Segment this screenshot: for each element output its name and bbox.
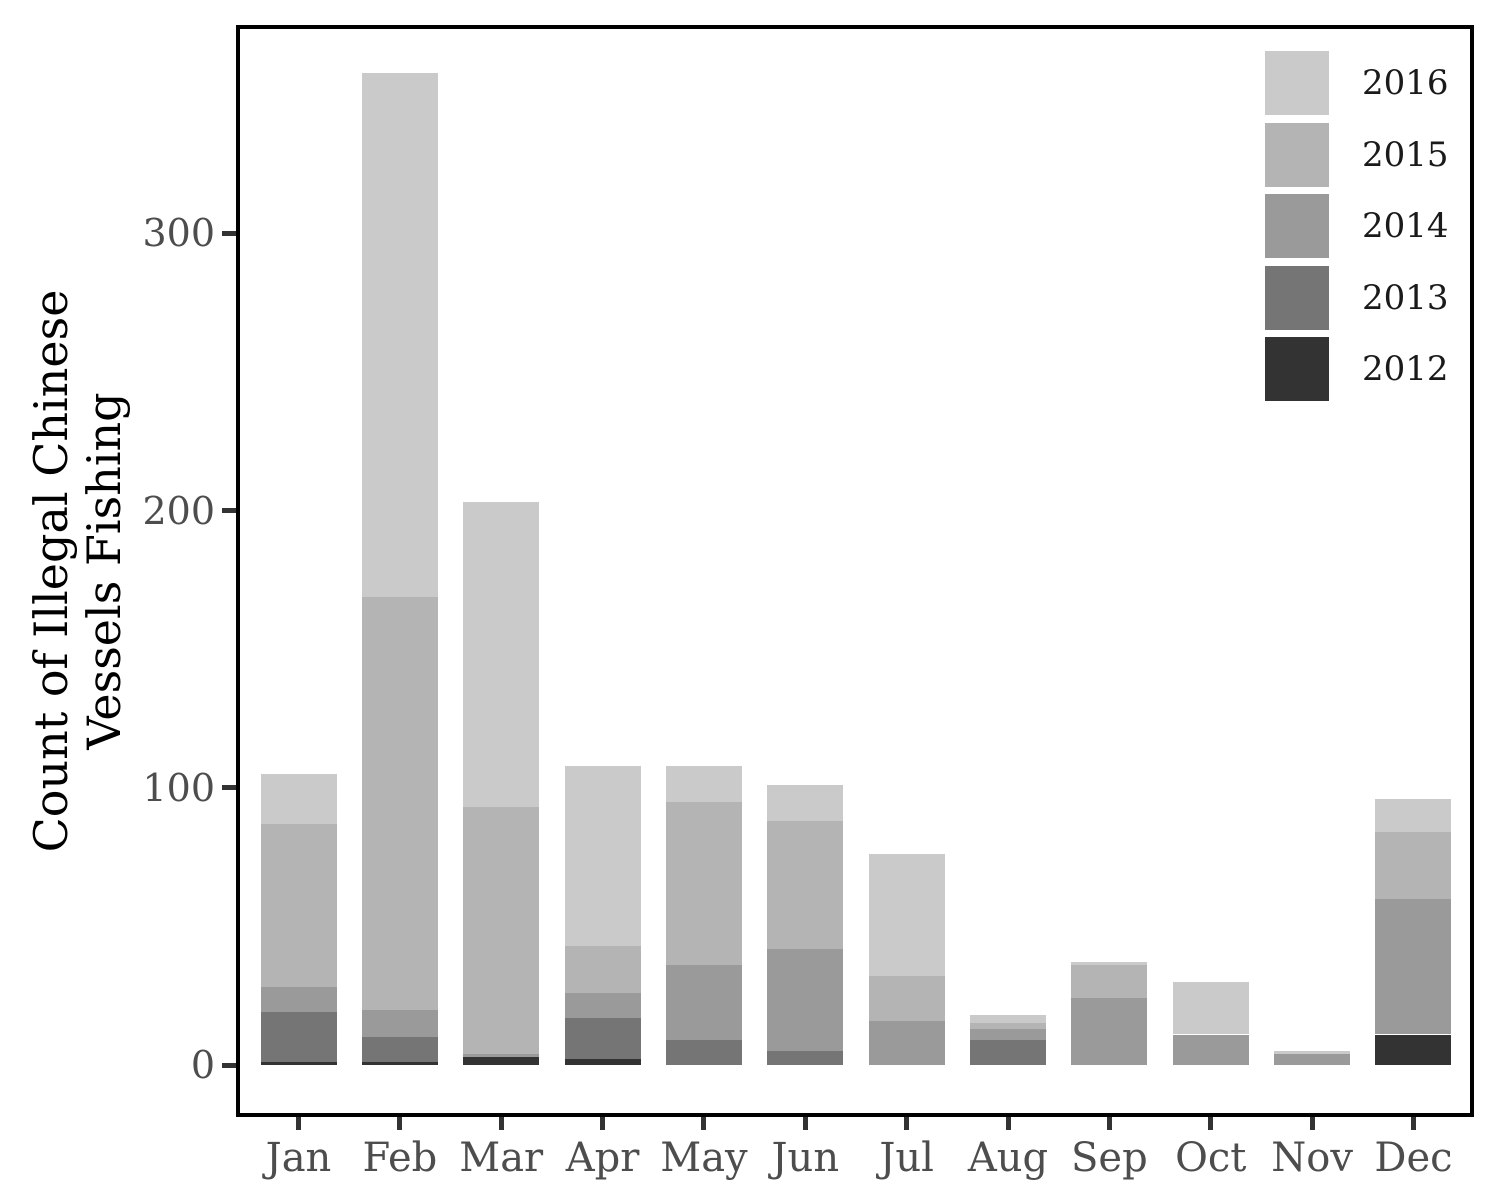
y-tick-mark — [222, 230, 236, 236]
bar-segment-jan-2014 — [260, 987, 337, 1013]
x-tick-label-jul: Jul — [879, 1135, 934, 1181]
x-tick-mark — [1309, 1117, 1315, 1130]
y-tick-mark — [222, 508, 236, 514]
bar-segment-aug-2015 — [970, 1023, 1047, 1029]
bar-segment-apr-2016 — [564, 765, 641, 946]
bar-segment-feb-2015 — [361, 596, 438, 1010]
bar-segment-mar-2014 — [463, 1053, 540, 1057]
bar-segment-jun-2014 — [767, 948, 844, 1052]
legend-swatch-2016 — [1265, 51, 1329, 115]
x-tick-mark — [701, 1117, 707, 1130]
bar-segment-jun-2016 — [767, 785, 844, 822]
bar-segment-oct-2016 — [1172, 981, 1249, 1035]
bar-segment-sep-2015 — [1071, 965, 1148, 999]
legend-label-2012: 2012 — [1362, 349, 1449, 390]
x-tick-label-nov: Nov — [1271, 1135, 1353, 1181]
bar-segment-dec-2014 — [1375, 898, 1452, 1035]
y-tick-label: 200 — [142, 488, 215, 533]
legend-label-2014: 2014 — [1362, 206, 1449, 247]
bar-segment-may-2015 — [665, 801, 742, 966]
bar-segment-dec-2012 — [1375, 1034, 1452, 1065]
bar-segment-feb-2013 — [361, 1037, 438, 1063]
plot-panel-border — [236, 25, 1474, 1117]
bar-segment-aug-2016 — [970, 1015, 1047, 1024]
y-tick-label: 100 — [142, 765, 215, 810]
bar-segment-aug-2014 — [970, 1028, 1047, 1041]
y-tick-label: 300 — [142, 211, 215, 256]
x-tick-label-jun: Jun — [771, 1135, 840, 1181]
x-tick-mark — [397, 1117, 403, 1130]
bar-segment-dec-2015 — [1375, 832, 1452, 899]
bar-segment-jul-2014 — [868, 1020, 945, 1065]
bar-segment-feb-2012 — [361, 1062, 438, 1065]
x-tick-label-aug: Aug — [967, 1135, 1049, 1181]
y-tick-mark — [222, 785, 236, 791]
x-tick-label-oct: Oct — [1175, 1135, 1247, 1181]
bar-segment-may-2014 — [665, 965, 742, 1041]
bar-segment-nov-2014 — [1274, 1053, 1351, 1065]
bar-segment-mar-2016 — [463, 502, 540, 808]
legend-swatch-2015 — [1265, 122, 1329, 187]
bar-segment-jul-2015 — [868, 976, 945, 1021]
bar-segment-jan-2015 — [260, 823, 337, 988]
bar-segment-jan-2012 — [260, 1062, 337, 1065]
bar-segment-nov-2016 — [1274, 1051, 1351, 1054]
bar-segment-mar-2012 — [463, 1056, 540, 1065]
bar-segment-oct-2014 — [1172, 1034, 1249, 1065]
x-tick-label-sep: Sep — [1071, 1135, 1148, 1181]
bar-segment-aug-2013 — [970, 1040, 1047, 1065]
legend-label-2015: 2015 — [1362, 134, 1449, 175]
bar-segment-apr-2015 — [564, 945, 641, 993]
x-tick-label-apr: Apr — [565, 1135, 640, 1181]
bar-segment-dec-2016 — [1375, 798, 1452, 833]
legend-swatch-2014 — [1265, 194, 1329, 259]
bar-segment-jun-2013 — [767, 1051, 844, 1065]
bar-segment-jun-2015 — [767, 821, 844, 949]
bar-segment-may-2016 — [665, 765, 742, 802]
x-tick-mark — [600, 1117, 606, 1130]
x-tick-label-feb: Feb — [362, 1135, 438, 1181]
legend-swatch-2012 — [1265, 337, 1329, 402]
x-tick-label-mar: Mar — [459, 1135, 544, 1181]
y-tick-label: 0 — [190, 1043, 215, 1087]
x-tick-mark — [802, 1117, 808, 1130]
bar-segment-apr-2013 — [564, 1017, 641, 1060]
bar-segment-feb-2014 — [361, 1009, 438, 1038]
bar-segment-sep-2016 — [1071, 962, 1148, 966]
x-tick-label-dec: Dec — [1374, 1135, 1453, 1181]
bar-segment-mar-2015 — [463, 807, 540, 1054]
bar-segment-jan-2013 — [260, 1012, 337, 1063]
x-tick-label-may: May — [660, 1135, 748, 1181]
bar-segment-apr-2012 — [564, 1059, 641, 1065]
y-tick-mark — [222, 1062, 236, 1068]
bar-segment-sep-2014 — [1071, 998, 1148, 1065]
x-tick-mark — [1410, 1117, 1416, 1130]
x-tick-label-jan: Jan — [265, 1135, 332, 1181]
x-tick-mark — [1208, 1117, 1214, 1130]
bar-segment-jan-2016 — [260, 773, 337, 824]
legend-label-2016: 2016 — [1362, 63, 1449, 103]
bar-segment-feb-2016 — [361, 72, 438, 597]
bar-segment-may-2013 — [665, 1040, 742, 1065]
x-tick-mark — [904, 1117, 910, 1130]
legend-swatch-2013 — [1265, 265, 1329, 330]
x-tick-mark — [1106, 1117, 1112, 1130]
legend-label-2013: 2013 — [1362, 277, 1449, 318]
x-tick-mark — [498, 1117, 504, 1130]
x-tick-mark — [296, 1117, 301, 1130]
bar-segment-jul-2016 — [868, 854, 945, 977]
x-tick-mark — [1005, 1117, 1011, 1130]
bar-segment-apr-2014 — [564, 992, 641, 1018]
